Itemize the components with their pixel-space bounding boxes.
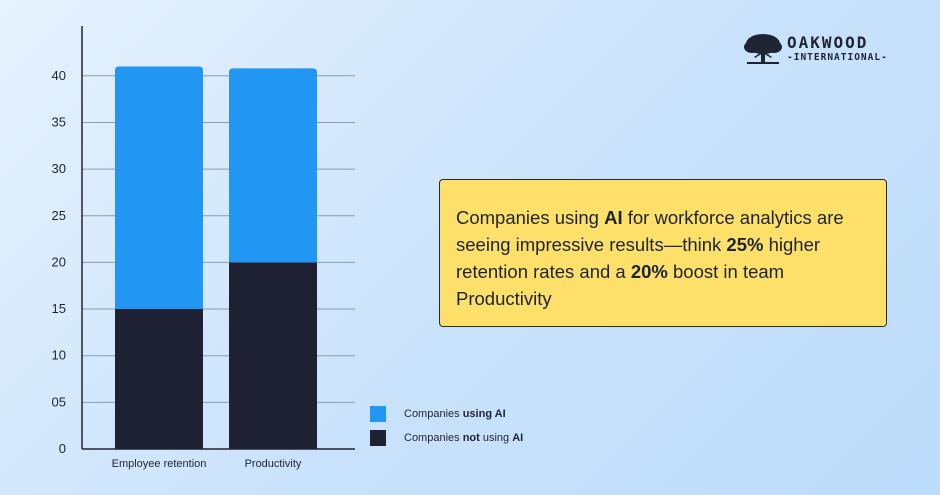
y-tick-label: 20 [52,254,66,269]
bar-chart: 0 05 10 15 20 25 30 35 40 Employee retention Prod… [52,26,355,470]
y-tick-label: 40 [52,68,66,83]
oak-tree-icon [744,34,782,64]
y-tick-label: 30 [52,161,66,176]
x-axis-category-labels: Employee retention Productivity [112,458,302,470]
callout-segment-5: 20% [630,261,668,282]
brand-wordmark: OAKWOOD -INTERNATIONAL- [787,34,888,64]
callout-segment-1: AI [604,207,623,228]
legend-0-part-0: Companies [404,408,463,420]
y-tick-label: 15 [52,301,66,316]
legend-label-not-using-ai: Companies not using AI [404,432,523,444]
legend-swatch-using-ai [370,406,386,422]
legend-1-part-3: AI [512,432,524,444]
legend-1-part-0: Companies [404,432,463,444]
y-tick-label: 35 [52,114,66,129]
x-category-label: Employee retention [112,458,207,470]
y-tick-label: 0 [59,441,66,456]
brand-logo: OAKWOOD -INTERNATIONAL- [743,31,888,67]
bar-not-using-ai [115,309,203,449]
bar-using-ai [229,68,317,263]
brand-subtitle: -INTERNATIONAL- [787,52,888,63]
bar-using-ai [115,66,203,310]
chart-legend: Companies using AI Companies not using A… [370,405,523,453]
callout-segment-3: 25% [726,234,764,255]
y-tick-label: 05 [52,394,66,409]
legend-label-using-ai: Companies using AI [404,408,506,420]
y-axis-tick-labels: 0 05 10 15 20 25 30 35 40 [52,68,66,456]
legend-0-part-1: using AI [462,408,506,420]
x-category-label: Productivity [245,458,302,470]
callout-segment-0: Companies using [456,207,605,228]
callout-segment-2: for workforce analytics are seeing impre… [456,207,844,255]
y-tick-label: 10 [52,348,66,363]
legend-item-not-using-ai: Companies not using AI [370,429,523,447]
y-tick-label: 25 [52,208,66,223]
brand-name: OAKWOOD [787,33,869,52]
legend-1-part-1: not [462,432,480,444]
callout-text: Companies using AI for workforce analyti… [456,204,870,312]
bars [115,66,317,449]
bar-not-using-ai [229,262,317,449]
callout-segment-6: boost in team Productivity [456,261,785,309]
legend-1-part-2: using [479,432,513,444]
callout-segment-4: higher retention rates and a [456,234,821,282]
legend-swatch-not-using-ai [370,430,386,446]
insight-callout: Companies using AI for workforce analyti… [439,179,887,327]
legend-item-using-ai: Companies using AI [370,405,523,423]
